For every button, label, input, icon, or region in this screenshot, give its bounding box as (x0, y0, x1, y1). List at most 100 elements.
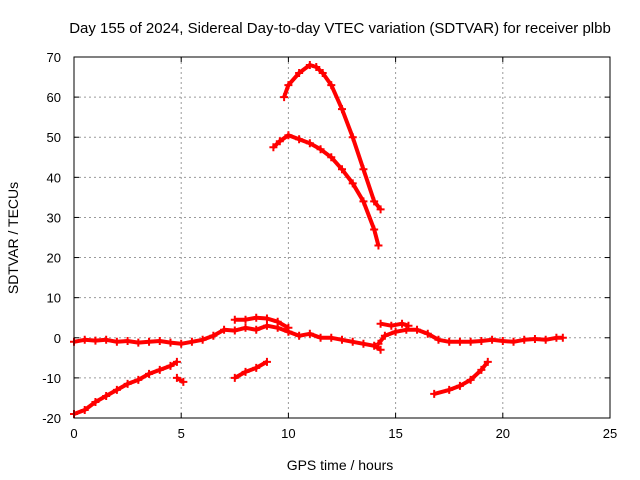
series-arc-4 (70, 321, 385, 354)
data-point (273, 317, 282, 326)
data-point (241, 367, 250, 376)
data-point (80, 405, 89, 414)
data-point (327, 153, 336, 162)
data-point (398, 319, 407, 328)
data-point (91, 397, 100, 406)
data-point (318, 69, 327, 78)
data-point (284, 81, 293, 90)
y-tick-label: -10 (42, 371, 61, 386)
data-point (404, 321, 413, 330)
series-arc-8 (430, 357, 492, 398)
data-point (348, 179, 357, 188)
grid (74, 57, 610, 418)
data-point (177, 339, 186, 348)
data-point (230, 373, 239, 382)
data-point (284, 323, 293, 332)
data-point (134, 338, 143, 347)
data-point (280, 93, 289, 102)
data-point (338, 105, 346, 114)
data-point (445, 337, 454, 346)
data-point (558, 333, 567, 342)
data-point (145, 337, 154, 346)
y-tick-label: 0 (54, 331, 61, 346)
data-point (413, 325, 422, 334)
data-point (376, 345, 385, 354)
data-point (145, 369, 154, 378)
data-point (359, 165, 368, 174)
data-point (445, 385, 454, 394)
data-point (316, 145, 325, 154)
y-axis-label: SDTVAR / TECUs (5, 182, 21, 294)
series-arc-7 (376, 319, 413, 330)
data-point (305, 139, 314, 148)
data-point (327, 333, 336, 342)
data-point (91, 336, 100, 345)
data-point (275, 137, 284, 146)
data-point (477, 336, 486, 345)
data-point (327, 81, 336, 90)
y-tick-label: 50 (47, 130, 61, 145)
data-point (166, 361, 175, 370)
data-point (338, 165, 346, 174)
y-tick-label: 20 (47, 251, 61, 266)
data-point (262, 321, 271, 330)
data-point (387, 321, 396, 330)
data-point (530, 334, 539, 343)
series-arc-9 (280, 61, 385, 214)
series-line-arc-9 (282, 63, 383, 211)
data-point (477, 365, 486, 374)
data-point (172, 373, 181, 382)
data-point (241, 323, 250, 332)
data-point (284, 131, 293, 140)
data-point (316, 333, 325, 342)
data-point (466, 375, 475, 384)
data-point (123, 379, 132, 388)
chart-title: Day 155 of 2024, Sidereal Day-to-day VTE… (69, 20, 611, 37)
y-tick-label: 60 (47, 90, 61, 105)
data-point (370, 225, 379, 234)
data-point (198, 335, 207, 344)
data-point (455, 381, 464, 390)
data-point (376, 205, 385, 214)
data-series (70, 61, 567, 418)
data-point (466, 337, 475, 346)
x-tick-label: 0 (70, 426, 77, 441)
x-tick-label: 15 (388, 426, 402, 441)
data-point (370, 197, 379, 206)
data-point (359, 197, 368, 206)
data-point (230, 315, 239, 324)
plot-frame (73, 56, 611, 419)
data-point (312, 63, 321, 72)
data-point (509, 337, 518, 346)
series-line-arc-3 (233, 360, 268, 380)
x-tick-labels: 0 5 10 15 20 25 (70, 426, 617, 441)
data-point (348, 133, 357, 142)
data-point (295, 135, 304, 144)
data-point (112, 337, 121, 346)
data-point (134, 375, 143, 384)
data-point (112, 385, 121, 394)
data-point (209, 331, 218, 340)
data-point (269, 143, 278, 152)
y-tick-label: -20 (42, 411, 61, 426)
data-point (483, 357, 492, 366)
series-arc-6 (374, 325, 567, 348)
data-point (295, 69, 304, 78)
data-point (252, 363, 261, 372)
data-point (455, 337, 464, 346)
data-point (374, 339, 383, 348)
data-point (252, 325, 261, 334)
series-arc-10 (269, 131, 383, 250)
data-point (380, 331, 389, 340)
data-point (252, 313, 261, 322)
ticks (73, 56, 611, 419)
x-tick-label: 25 (603, 426, 617, 441)
data-point (423, 329, 432, 338)
data-point (80, 335, 89, 344)
data-point (262, 357, 271, 366)
data-point (305, 61, 314, 70)
x-tick-label: 5 (178, 426, 185, 441)
x-tick-label: 10 (281, 426, 295, 441)
y-tick-labels: -20 -10 0 10 20 30 40 50 60 70 (42, 50, 61, 426)
